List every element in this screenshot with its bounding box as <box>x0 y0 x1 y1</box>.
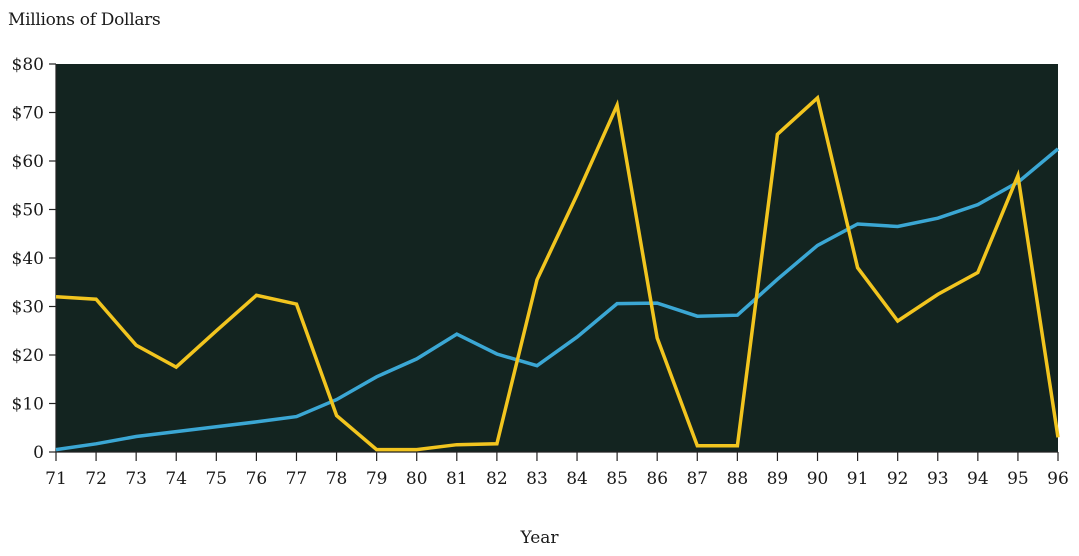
x-tick-label: 80 <box>406 469 428 489</box>
series-line-2 <box>55 94 1060 452</box>
x-tick-label: 96 <box>1047 469 1069 489</box>
x-tick-label: 72 <box>85 469 107 489</box>
x-tick-label: 84 <box>566 469 588 489</box>
x-tick-label: 95 <box>1007 469 1029 489</box>
x-tick-label: 86 <box>646 469 668 489</box>
x-tick-label: 90 <box>807 469 829 489</box>
x-tick-label: 89 <box>767 469 789 489</box>
x-tick-label: 74 <box>165 469 187 489</box>
x-tick-label: 76 <box>246 469 268 489</box>
x-tick-label: 75 <box>205 469 227 489</box>
plot-area <box>56 64 1058 452</box>
y-axis-label: Millions of Dollars <box>8 10 161 30</box>
x-tick-label: 88 <box>727 469 749 489</box>
y-tick-label: 0 <box>33 443 44 463</box>
x-tick-label: 91 <box>847 469 869 489</box>
series-group <box>55 94 1060 452</box>
y-axis: 0 $10 $20 $30 $40 $50 $60 $70 $80 <box>12 55 57 463</box>
x-tick-label: 81 <box>446 469 468 489</box>
y-tick-label: $20 <box>12 346 44 366</box>
y-tick-label: $40 <box>12 249 44 269</box>
y-tick-label: $70 <box>12 104 44 124</box>
x-tick-label: 92 <box>887 469 909 489</box>
y-tick-label: $50 <box>12 201 44 221</box>
y-tick-label: $80 <box>12 55 44 75</box>
series-line-1 <box>55 147 1060 452</box>
x-tick-label: 94 <box>967 469 989 489</box>
x-axis-label: Year <box>520 528 559 548</box>
x-tick-label: 93 <box>927 469 949 489</box>
y-tick-label: $60 <box>12 152 44 172</box>
x-tick-label: 78 <box>326 469 348 489</box>
x-tick-label: 73 <box>125 469 147 489</box>
x-tick-label: 82 <box>486 469 508 489</box>
x-axis: 71 72 73 74 75 76 77 78 79 80 81 82 83 84 85 86 87 88 89 90… <box>45 451 1069 489</box>
x-tick-label: 83 <box>526 469 548 489</box>
y-tick-label: $10 <box>12 395 44 415</box>
y-tick-label: $30 <box>12 298 44 318</box>
x-tick-label: 77 <box>286 469 308 489</box>
x-tick-label: 85 <box>606 469 628 489</box>
x-tick-label: 71 <box>45 469 67 489</box>
x-tick-label: 87 <box>686 469 708 489</box>
x-tick-label: 79 <box>366 469 388 489</box>
